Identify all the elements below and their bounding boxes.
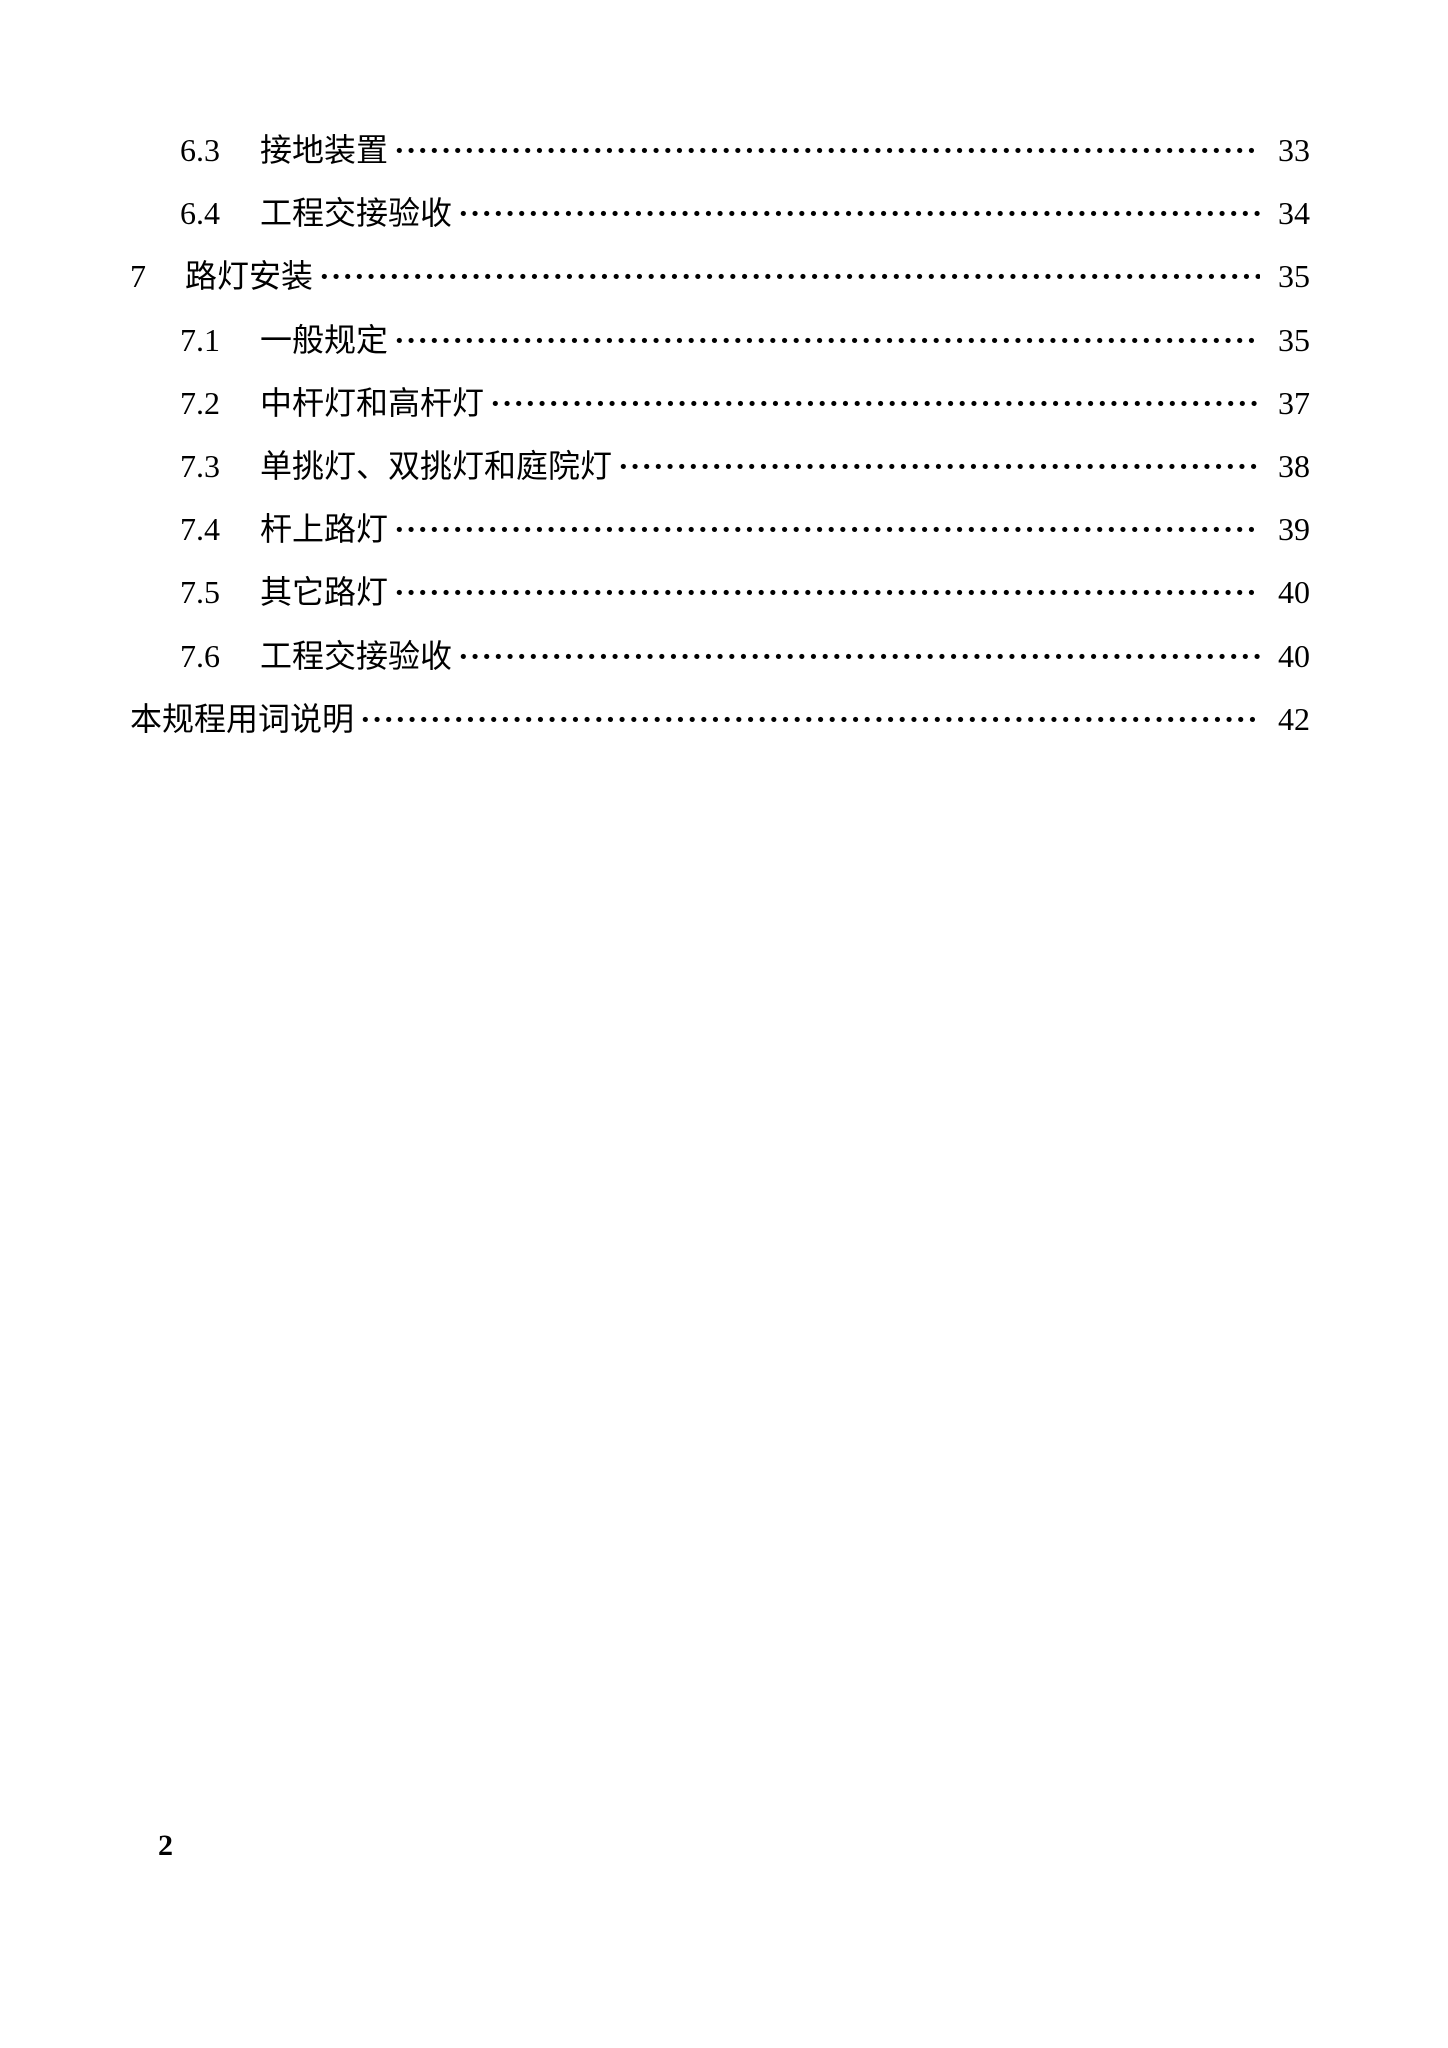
toc-entry-number: 7.1 <box>180 315 260 366</box>
toc-leader-dots: ········································… <box>319 251 1260 302</box>
toc-entry-number: 7.3 <box>180 441 260 492</box>
toc-leader-dots: ········································… <box>394 315 1260 366</box>
toc-entry-number: 6.3 <box>180 125 260 176</box>
toc-entry: 本规程用词说明·································… <box>130 694 1310 745</box>
toc-entry: 7路灯安装···································… <box>130 251 1310 302</box>
toc-entry-page: 33 <box>1266 125 1310 176</box>
toc-entry: 6.3接地装置·································… <box>130 125 1310 176</box>
toc-entry-number: 7.4 <box>180 504 260 555</box>
toc-entry-page: 37 <box>1266 378 1310 429</box>
toc-entry-page: 39 <box>1266 504 1310 555</box>
toc-list: 6.3接地装置·································… <box>130 125 1310 745</box>
toc-entry-title: 单挑灯、双挑灯和庭院灯 <box>260 441 612 492</box>
toc-leader-dots: ········································… <box>394 567 1260 618</box>
toc-entry-page: 35 <box>1266 251 1310 302</box>
toc-entry: 6.4工程交接验收·······························… <box>130 188 1310 239</box>
toc-leader-dots: ········································… <box>360 694 1260 745</box>
toc-entry-number: 6.4 <box>180 188 260 239</box>
toc-leader-dots: ········································… <box>490 378 1260 429</box>
toc-entry-title: 中杆灯和高杆灯 <box>260 378 484 429</box>
toc-entry-title: 其它路灯 <box>260 567 388 618</box>
toc-leader-dots: ········································… <box>458 631 1260 682</box>
toc-leader-dots: ········································… <box>394 125 1260 176</box>
toc-entry: 7.1一般规定·································… <box>130 315 1310 366</box>
toc-entry: 7.6工程交接验收·······························… <box>130 631 1310 682</box>
toc-entry-page: 42 <box>1266 694 1310 745</box>
toc-entry-page: 40 <box>1266 567 1310 618</box>
toc-entry-title: 接地装置 <box>260 125 388 176</box>
toc-entry-page: 38 <box>1266 441 1310 492</box>
toc-entry-title: 路灯安装 <box>185 251 313 302</box>
page-number: 2 <box>158 1829 173 1863</box>
toc-entry-page: 34 <box>1266 188 1310 239</box>
toc-entry-number: 7.5 <box>180 567 260 618</box>
toc-entry-title: 工程交接验收 <box>260 188 452 239</box>
toc-leader-dots: ········································… <box>618 441 1260 492</box>
toc-entry: 7.5其它路灯·································… <box>130 567 1310 618</box>
toc-entry-page: 40 <box>1266 631 1310 682</box>
toc-entry-number: 7.2 <box>180 378 260 429</box>
toc-entry-number: 7.6 <box>180 631 260 682</box>
toc-entry-title: 杆上路灯 <box>260 504 388 555</box>
toc-page: 6.3接地装置·································… <box>130 125 1310 757</box>
toc-leader-dots: ········································… <box>394 504 1260 555</box>
toc-entry: 7.3单挑灯、双挑灯和庭院灯··························… <box>130 441 1310 492</box>
toc-entry-title: 一般规定 <box>260 315 388 366</box>
toc-entry: 7.2中杆灯和高杆灯······························… <box>130 378 1310 429</box>
toc-entry: 7.4杆上路灯·································… <box>130 504 1310 555</box>
toc-entry-title: 工程交接验收 <box>260 631 452 682</box>
toc-entry-title: 本规程用词说明 <box>130 694 354 745</box>
toc-leader-dots: ········································… <box>458 188 1260 239</box>
toc-entry-number: 7 <box>130 251 185 302</box>
toc-entry-page: 35 <box>1266 315 1310 366</box>
